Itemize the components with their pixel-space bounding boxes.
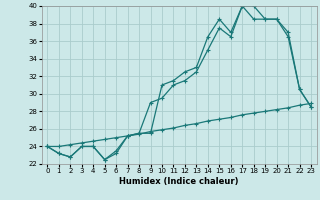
X-axis label: Humidex (Indice chaleur): Humidex (Indice chaleur): [119, 177, 239, 186]
